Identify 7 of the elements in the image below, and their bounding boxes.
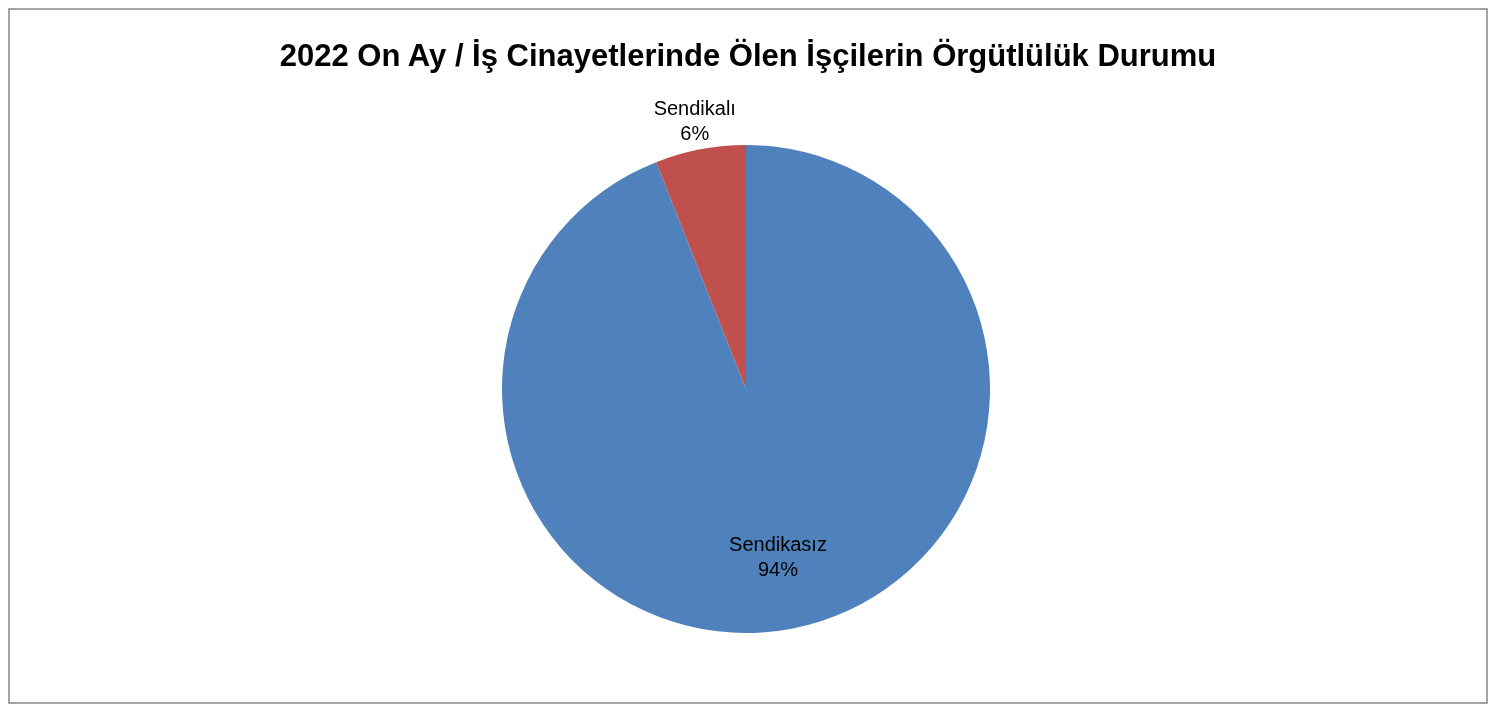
data-label: 6%	[680, 121, 710, 144]
slice-label: Sendikalı	[653, 96, 736, 119]
pie-slice	[656, 145, 746, 389]
slice-label: Sendikasız	[729, 532, 827, 555]
data-label: 94%	[757, 557, 799, 580]
chart-title: 2022 On Ay / İş Cinayetlerinde Ölen İşçilerin Örgütlülük Durumu	[279, 38, 1217, 73]
pie-slice	[502, 145, 990, 633]
